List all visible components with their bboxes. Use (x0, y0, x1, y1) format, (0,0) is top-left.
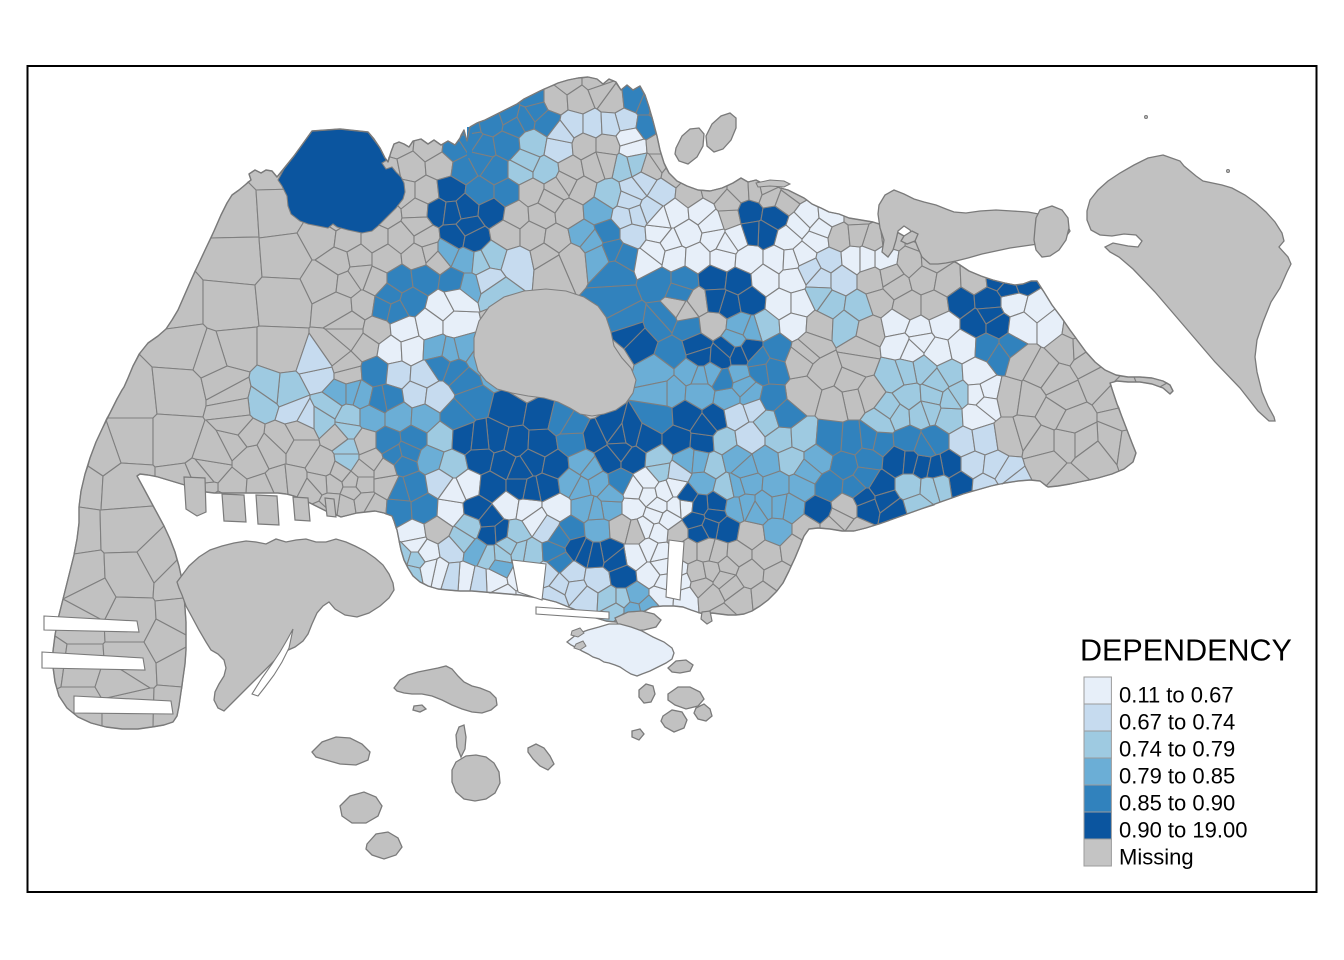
svg-text:0.79 to 0.85: 0.79 to 0.85 (1119, 764, 1235, 789)
svg-text:0.85 to 0.90: 0.85 to 0.90 (1119, 791, 1235, 816)
svg-text:0.67 to 0.74: 0.67 to 0.74 (1119, 710, 1235, 735)
svg-text:DEPENDENCY: DEPENDENCY (1080, 634, 1292, 668)
svg-text:0.90 to 19.00: 0.90 to 19.00 (1119, 818, 1247, 843)
svg-text:Missing: Missing (1119, 845, 1194, 870)
svg-text:0.74 to 0.79: 0.74 to 0.79 (1119, 737, 1235, 762)
svg-text:0.11 to 0.67: 0.11 to 0.67 (1119, 683, 1234, 708)
